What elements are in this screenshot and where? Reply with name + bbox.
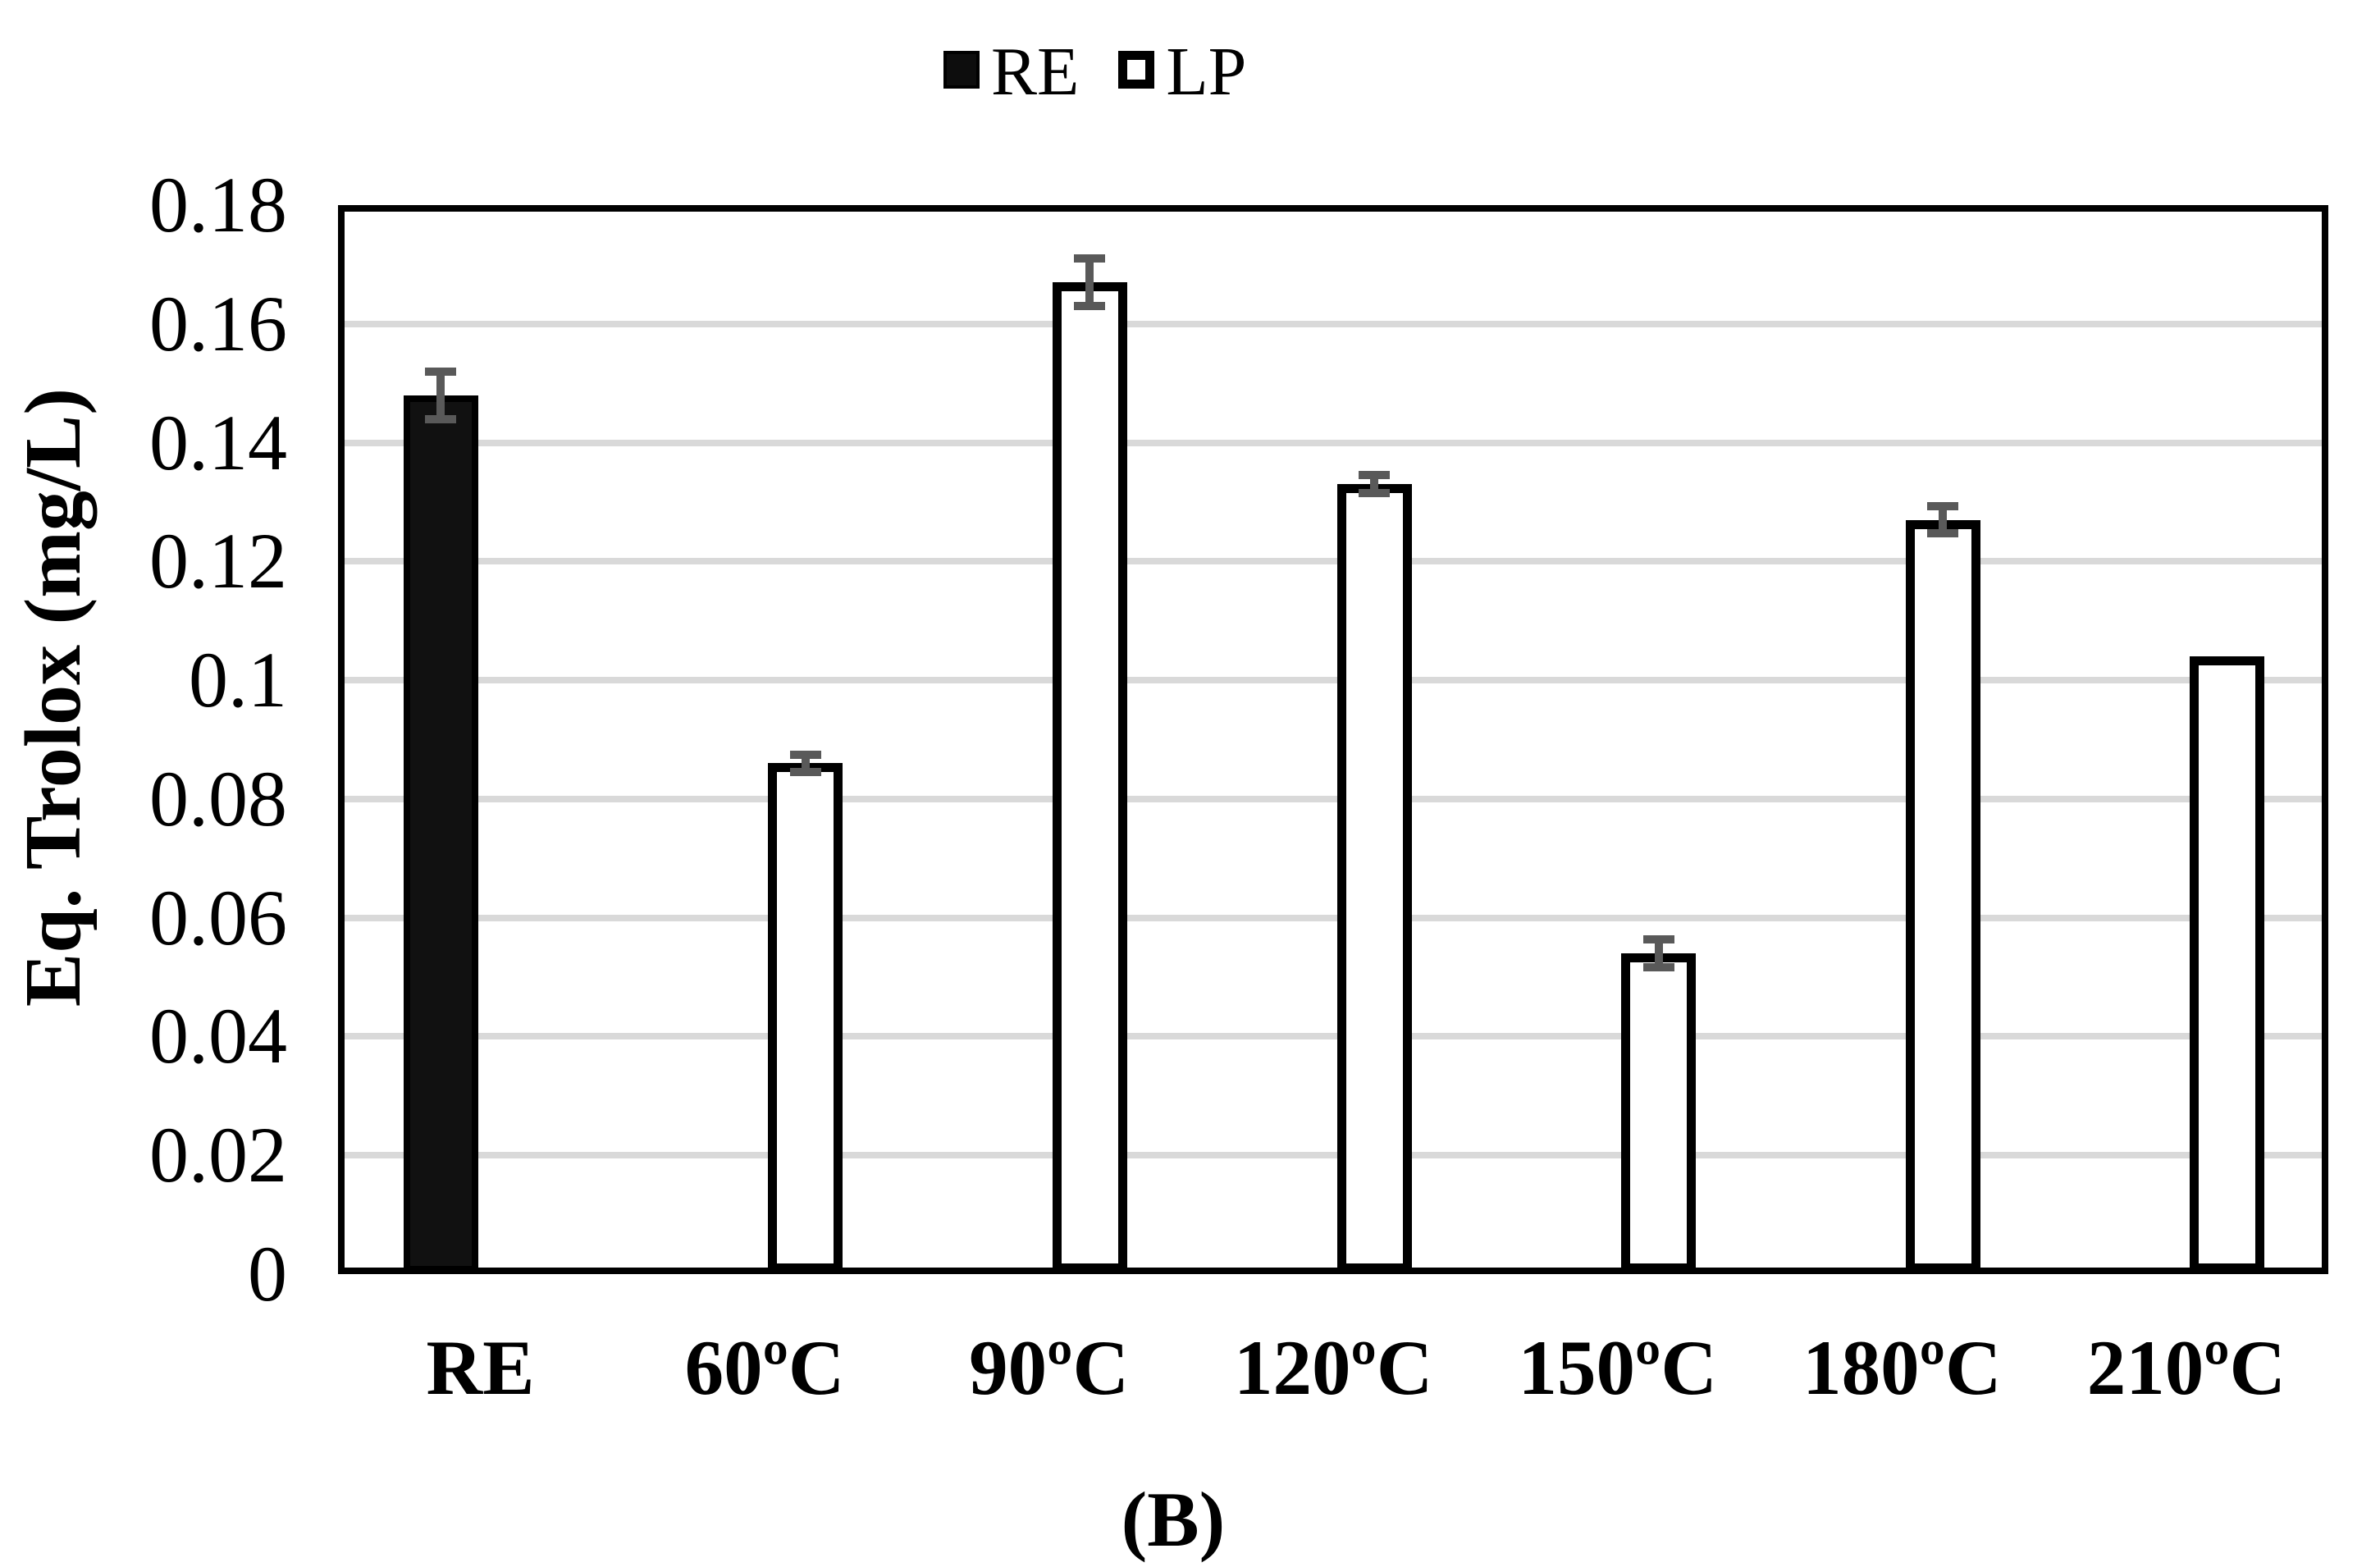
error-bar	[1370, 475, 1378, 494]
y-tick-label: 0.16	[149, 279, 287, 368]
error-bar	[1654, 939, 1663, 967]
y-tick-label: 0.06	[149, 873, 287, 962]
error-bar	[1359, 471, 1390, 480]
error-bar	[789, 750, 821, 759]
error-bar	[1927, 502, 1959, 510]
legend: RE LP	[943, 23, 1246, 121]
legend-item-re: RE	[943, 23, 1079, 121]
x-tick-label: 90ºC	[969, 1324, 1130, 1411]
bar-lp-90ºc	[1052, 282, 1127, 1272]
bar-lp-180ºc	[1905, 519, 1980, 1272]
legend-label-lp: LP	[1166, 34, 1247, 110]
y-tick-label: 0.02	[149, 1111, 287, 1199]
y-tick-label: 0.14	[149, 398, 287, 487]
x-tick-label: 210ºC	[2086, 1324, 2286, 1411]
bar-lp-210ºc	[2190, 656, 2265, 1272]
x-tick-label: 120ºC	[1233, 1324, 1433, 1411]
y-tick-label: 0	[248, 1230, 287, 1318]
y-tick-label: 0.1	[189, 636, 287, 724]
figure-caption: (B)	[1121, 1476, 1226, 1563]
error-bar	[1642, 935, 1674, 944]
y-tick-label: 0.12	[149, 517, 287, 605]
lp-swatch-icon	[1118, 51, 1155, 89]
error-bar	[1085, 258, 1094, 307]
gridline	[338, 1033, 2328, 1040]
gridline	[338, 320, 2328, 327]
x-tick-label: 150ºC	[1518, 1324, 1718, 1411]
gridline	[338, 795, 2328, 802]
error-bar	[1939, 506, 1948, 534]
gridline	[338, 1152, 2328, 1159]
gridline	[338, 677, 2328, 684]
y-tick-label: 0.08	[149, 754, 287, 843]
bar-lp-60ºc	[768, 763, 843, 1272]
y-tick-label: 0.04	[149, 992, 287, 1080]
y-tick-label: 0.18	[149, 161, 287, 249]
error-bar	[1927, 529, 1959, 538]
error-bar	[1074, 302, 1106, 311]
re-swatch-icon	[943, 51, 980, 89]
legend-item-lp: LP	[1118, 23, 1246, 121]
error-bar	[1359, 489, 1390, 498]
gridline	[338, 439, 2328, 446]
error-bar	[436, 371, 445, 419]
legend-label-re: RE	[991, 34, 1080, 110]
x-tick-label: RE	[426, 1324, 535, 1411]
x-tick-label: 60ºC	[684, 1324, 845, 1411]
error-bar	[425, 414, 457, 423]
error-bar	[801, 754, 810, 773]
bar-lp-150ºc	[1621, 953, 1697, 1272]
gridline	[338, 558, 2328, 565]
plot-area	[338, 205, 2328, 1274]
error-bar	[1074, 254, 1106, 263]
x-tick-label: 180ºC	[1802, 1324, 2002, 1411]
error-bar	[789, 768, 821, 777]
bar-lp-120ºc	[1336, 484, 1412, 1272]
error-bar	[1642, 962, 1674, 971]
error-bar	[425, 367, 457, 376]
gridline	[338, 914, 2328, 921]
bar-re-re	[403, 395, 478, 1272]
